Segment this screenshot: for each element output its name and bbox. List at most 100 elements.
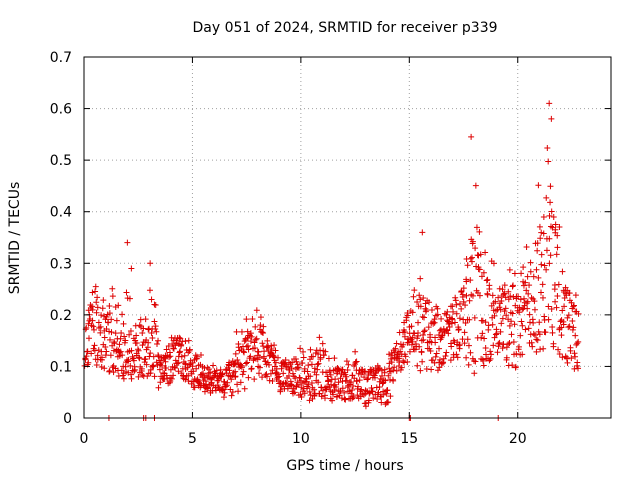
data-point	[543, 247, 550, 254]
data-point	[269, 367, 276, 374]
data-point	[229, 389, 236, 396]
data-point	[521, 295, 528, 302]
data-point	[126, 295, 133, 302]
data-point	[256, 354, 263, 361]
data-point	[414, 362, 421, 369]
data-point	[193, 355, 200, 362]
data-point	[408, 323, 415, 330]
data-point	[353, 358, 360, 365]
data-point	[556, 351, 563, 358]
data-point	[325, 377, 332, 384]
data-point	[572, 292, 579, 299]
data-point	[350, 394, 357, 401]
data-point	[546, 100, 553, 107]
data-point	[469, 292, 476, 299]
data-point	[128, 347, 135, 354]
data-point	[533, 266, 540, 273]
data-point	[168, 375, 175, 382]
data-point	[489, 321, 496, 328]
data-point	[89, 317, 96, 324]
data-point	[554, 292, 561, 299]
data-point	[499, 286, 506, 293]
data-point	[496, 285, 503, 292]
data-point	[120, 320, 127, 327]
data-point	[175, 359, 182, 366]
data-point	[532, 332, 539, 339]
data-point	[190, 368, 197, 375]
data-point	[364, 376, 371, 383]
data-point	[482, 249, 489, 256]
data-point	[436, 364, 443, 371]
data-point	[295, 364, 302, 371]
data-point	[178, 353, 185, 360]
data-point	[287, 378, 294, 385]
data-point	[143, 361, 150, 368]
data-point	[181, 352, 188, 359]
data-point	[171, 364, 178, 371]
data-point	[493, 330, 500, 337]
data-point	[463, 292, 470, 299]
data-point	[548, 208, 555, 215]
data-point	[438, 315, 445, 322]
data-point	[447, 357, 454, 364]
data-point	[517, 296, 524, 303]
data-point	[333, 384, 340, 391]
data-point	[332, 376, 339, 383]
y-tick-label: 0.6	[50, 102, 72, 118]
data-point	[352, 359, 359, 366]
data-point	[509, 310, 516, 317]
data-point	[205, 384, 212, 391]
data-point	[98, 312, 105, 319]
data-point	[335, 379, 342, 386]
data-point	[431, 359, 438, 366]
data-point	[491, 312, 498, 319]
data-point	[478, 273, 485, 280]
data-point	[476, 266, 483, 273]
data-point	[411, 330, 418, 337]
data-point	[147, 366, 154, 373]
data-point	[350, 382, 357, 389]
data-point	[91, 347, 98, 354]
data-point	[176, 334, 183, 341]
data-point	[256, 370, 263, 377]
data-point	[547, 199, 554, 206]
data-point	[464, 336, 471, 343]
data-point	[498, 320, 505, 327]
data-point	[344, 366, 351, 373]
data-point	[388, 359, 395, 366]
data-point	[274, 354, 281, 361]
data-point	[249, 315, 256, 322]
data-point	[549, 329, 556, 336]
data-point	[446, 324, 453, 331]
data-point	[303, 385, 310, 392]
data-point	[484, 290, 491, 297]
data-point	[319, 340, 326, 347]
data-point	[523, 243, 530, 250]
data-point	[417, 275, 424, 282]
data-point	[379, 372, 386, 379]
data-point	[490, 260, 497, 267]
data-point	[538, 251, 545, 258]
data-point	[543, 266, 550, 273]
data-point	[362, 368, 369, 375]
data-point	[505, 296, 512, 303]
data-point	[377, 375, 384, 382]
data-point	[547, 183, 554, 190]
data-point	[574, 340, 581, 347]
data-point	[148, 329, 155, 336]
data-point	[356, 377, 363, 384]
data-point	[520, 282, 527, 289]
data-point	[305, 362, 312, 369]
data-point	[449, 316, 456, 323]
data-point	[537, 235, 544, 242]
data-point	[88, 350, 95, 357]
data-point	[449, 303, 456, 310]
data-point	[100, 313, 107, 320]
data-point	[299, 360, 306, 367]
data-point	[280, 370, 287, 377]
data-point	[270, 352, 277, 359]
data-point	[106, 367, 113, 374]
data-point	[497, 328, 504, 335]
data-point	[404, 312, 411, 319]
data-point	[288, 382, 295, 389]
